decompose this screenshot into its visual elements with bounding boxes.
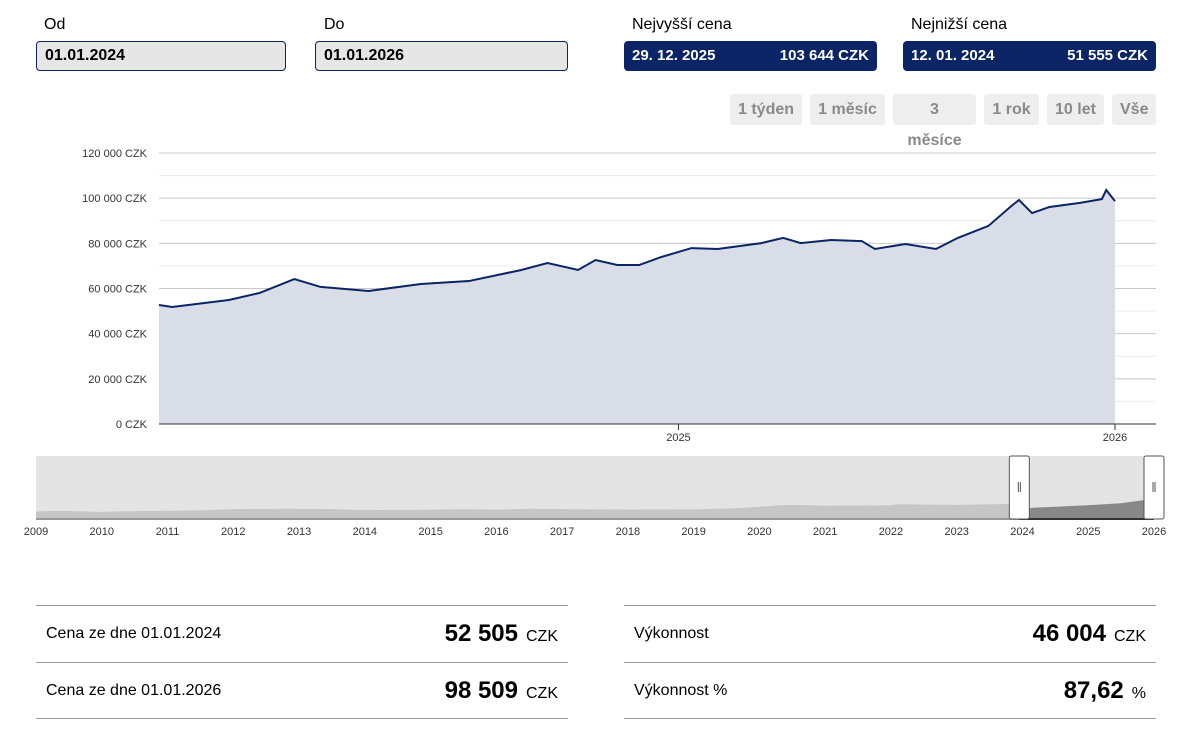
navigator-year-label: 2017 <box>550 526 574 538</box>
navigator-year-label: 2026 <box>1142 526 1166 538</box>
lowest-price-label: Nejnižší cena <box>911 16 1008 33</box>
stat-unit: CZK <box>526 684 558 702</box>
range-1-year-button[interactable]: 1 rok <box>984 94 1039 125</box>
navigator-year-label: 2010 <box>90 526 114 538</box>
lowest-date: 12. 01. 2024 <box>911 47 995 64</box>
navigator-year-label: 2012 <box>221 526 245 538</box>
navigator-year-label: 2025 <box>1076 526 1100 538</box>
stat-unit: CZK <box>1114 628 1146 645</box>
navigator-year-label: 2023 <box>944 526 968 538</box>
y-tick-label: 40 000 CZK <box>88 329 147 341</box>
highest-value: 103 644 CZK <box>779 47 869 64</box>
range-10-years-button[interactable]: 10 let <box>1047 94 1104 125</box>
y-tick-label: 60 000 CZK <box>88 284 147 296</box>
price-chart[interactable]: 0 CZK 20 000 CZK 40 000 CZK 60 000 CZK 80 00… <box>0 0 1180 540</box>
navigator-left-handle[interactable] <box>1008 455 1030 520</box>
y-tick-label: 80 000 CZK <box>88 238 147 250</box>
highest-price-box: 29. 12. 2025 103 644 CZK <box>624 41 877 71</box>
stat-label: Výkonnost % <box>634 681 728 699</box>
navigator-year-label: 2020 <box>747 526 771 538</box>
stat-unit: % <box>1131 684 1146 702</box>
navigator-year-label: 2024 <box>1010 526 1034 538</box>
range-all-button[interactable]: Vše <box>1112 94 1156 125</box>
navigator-year-label: 2019 <box>681 526 705 538</box>
from-date-input[interactable]: 01.01.2024 <box>36 41 286 71</box>
highest-date: 29. 12. 2025 <box>632 47 716 64</box>
y-tick-label: 120 000 CZK <box>82 148 147 160</box>
stat-label: Cena ze dne 01.01.2026 <box>46 681 222 699</box>
stat-end-price: Cena ze dne 01.01.2026 98 509 CZK <box>36 662 568 719</box>
navigator-selected-area <box>1019 499 1154 519</box>
lowest-value: 51 555 CZK <box>1067 47 1148 64</box>
navigator-year-label: 2015 <box>418 526 442 538</box>
stat-performance: Výkonnost 46 004 CZK <box>624 605 1156 662</box>
stat-unit: CZK <box>526 628 558 645</box>
navigator-year-label: 2009 <box>24 526 48 538</box>
lowest-price-box: 12. 01. 2024 51 555 CZK <box>903 41 1156 71</box>
navigator-year-label: 2018 <box>616 526 640 538</box>
y-tick-label: 100 000 CZK <box>82 193 147 205</box>
range-1-week-button[interactable]: 1 týden <box>730 94 802 125</box>
navigator-area <box>36 499 1154 519</box>
stat-label: Výkonnost <box>634 625 709 642</box>
stat-start-price: Cena ze dne 01.01.2024 52 505 CZK <box>36 605 568 662</box>
from-label: Od <box>44 16 66 33</box>
stat-value: 87,62 <box>1063 676 1124 704</box>
navigator-year-label: 2014 <box>353 526 377 538</box>
navigator-right-handle[interactable] <box>1143 455 1165 520</box>
to-label: Do <box>324 16 345 33</box>
stat-value: 52 505 <box>444 620 518 647</box>
y-tick-label: 20 000 CZK <box>88 374 147 386</box>
x-tick-label: 2026 <box>1103 432 1127 444</box>
stat-performance-percent: Výkonnost % 87,62% <box>624 662 1156 719</box>
navigator-year-label: 2021 <box>813 526 837 538</box>
price-line <box>158 188 1116 309</box>
stat-label: Cena ze dne 01.01.2024 <box>46 625 222 642</box>
navigator-year-label: 2013 <box>287 526 311 538</box>
range-1-month-button[interactable]: 1 měsíc <box>810 94 885 125</box>
x-tick-label: 2025 <box>666 432 690 444</box>
range-3-months-button[interactable]: 3 měsíce <box>893 94 976 149</box>
stat-value: 46 004 <box>1032 620 1106 647</box>
navigator-year-label: 2022 <box>879 526 903 538</box>
y-tick-label: 0 CZK <box>116 419 148 431</box>
highest-price-label: Nejvyšší cena <box>632 16 732 33</box>
navigator-year-label: 2011 <box>156 526 180 538</box>
to-date-input[interactable]: 01.01.2026 <box>315 41 568 71</box>
stat-value: 98 509 <box>444 676 518 704</box>
price-area <box>159 190 1115 424</box>
navigator-year-label: 2016 <box>484 526 508 538</box>
